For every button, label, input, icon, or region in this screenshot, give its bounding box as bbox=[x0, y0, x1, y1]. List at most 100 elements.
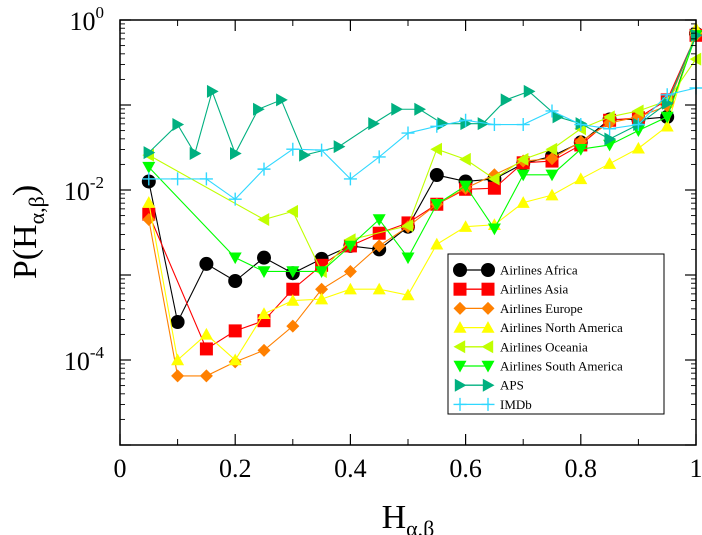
data-point bbox=[660, 119, 674, 132]
data-point bbox=[230, 146, 242, 160]
data-point bbox=[459, 220, 473, 232]
y-tick-label: 100 bbox=[70, 3, 105, 36]
y-tick-label: 10-4 bbox=[64, 343, 105, 376]
data-point bbox=[401, 219, 414, 233]
x-tick-label: 0.2 bbox=[219, 454, 252, 483]
series-aps bbox=[143, 28, 702, 162]
data-point bbox=[372, 150, 386, 164]
data-point bbox=[142, 161, 156, 174]
data-point bbox=[257, 307, 271, 319]
data-point bbox=[545, 188, 559, 201]
legend-item: Airlines Oceania bbox=[453, 339, 588, 354]
data-point bbox=[631, 104, 644, 118]
series-airlines-north-america bbox=[142, 22, 702, 366]
data-point bbox=[228, 353, 242, 366]
data-point bbox=[401, 252, 415, 265]
legend-marker bbox=[453, 397, 467, 411]
legend-marker bbox=[481, 263, 495, 277]
data-point bbox=[574, 118, 588, 132]
data-point bbox=[276, 93, 288, 107]
data-point bbox=[143, 146, 156, 160]
data-point bbox=[228, 192, 242, 206]
data-point bbox=[603, 122, 617, 136]
y-tick-label-exponent: -4 bbox=[90, 343, 105, 362]
y-tick-label-base: 10 bbox=[64, 177, 90, 206]
data-point bbox=[545, 142, 558, 156]
legend-item: IMDb bbox=[453, 397, 532, 412]
data-point bbox=[459, 113, 473, 127]
data-point bbox=[199, 172, 213, 186]
data-point bbox=[286, 142, 300, 156]
series-line bbox=[148, 35, 697, 377]
data-point bbox=[253, 102, 265, 116]
legend-marker bbox=[482, 378, 495, 392]
data-point bbox=[545, 169, 559, 182]
data-point bbox=[516, 152, 529, 166]
data-point bbox=[459, 152, 471, 166]
data-point bbox=[477, 117, 490, 131]
data-point bbox=[172, 118, 185, 132]
legend-marker bbox=[481, 360, 495, 373]
data-point bbox=[199, 369, 213, 383]
data-point bbox=[500, 93, 513, 107]
data-point bbox=[545, 104, 559, 118]
data-point bbox=[430, 237, 444, 250]
legend-label: APS bbox=[500, 378, 524, 393]
data-point bbox=[401, 126, 415, 140]
x-tick-label: 0 bbox=[114, 454, 127, 483]
data-point bbox=[516, 169, 530, 182]
data-point bbox=[171, 172, 185, 186]
y-axis-title: P(Hα,β) bbox=[7, 185, 49, 279]
legend-item: Airlines Africa bbox=[453, 263, 578, 278]
data-point bbox=[199, 327, 213, 340]
series-layer bbox=[141, 22, 702, 383]
data-point bbox=[660, 88, 674, 102]
data-point bbox=[487, 172, 500, 186]
series-line bbox=[148, 58, 697, 273]
data-point bbox=[631, 141, 645, 154]
legend-label: IMDb bbox=[500, 397, 532, 412]
legend-item: Airlines Europe bbox=[453, 301, 583, 316]
data-point bbox=[552, 110, 565, 124]
data-point bbox=[516, 118, 530, 132]
data-point bbox=[430, 119, 444, 133]
data-point bbox=[257, 250, 271, 265]
y-tick-label-base: 10 bbox=[64, 347, 90, 376]
data-point bbox=[459, 180, 473, 193]
data-point bbox=[171, 353, 185, 366]
legend-items: Airlines Africa Airlines Asia Airlines Eur… bbox=[453, 263, 623, 412]
data-point bbox=[401, 288, 415, 301]
data-point bbox=[343, 240, 357, 253]
y-tick-label-base: 10 bbox=[70, 7, 96, 36]
data-point bbox=[170, 314, 185, 329]
legend-marker bbox=[481, 397, 495, 411]
legend-marker bbox=[453, 321, 467, 333]
legend-label: Airlines Asia bbox=[500, 282, 568, 297]
x-tick-label: 0.8 bbox=[565, 454, 598, 483]
data-point bbox=[343, 264, 357, 278]
legend-marker bbox=[453, 360, 467, 373]
legend-label: Airlines Europe bbox=[500, 301, 583, 316]
x-tick-label: 0.6 bbox=[449, 454, 482, 483]
data-point bbox=[257, 266, 271, 278]
legend-marker bbox=[481, 321, 495, 333]
data-point bbox=[368, 117, 380, 131]
data-point bbox=[199, 342, 213, 356]
y-tick-label-exponent: -2 bbox=[90, 173, 104, 192]
x-axis-title-subscript: α,β bbox=[406, 516, 434, 535]
y-axis-title-main: P(H bbox=[7, 224, 44, 279]
data-point bbox=[171, 369, 185, 383]
legend-item: Airlines South America bbox=[453, 359, 623, 374]
data-point bbox=[391, 102, 403, 116]
legend-marker bbox=[481, 282, 495, 296]
data-point bbox=[545, 152, 559, 166]
legend-label: Airlines South America bbox=[500, 359, 623, 374]
legend-item: Airlines Asia bbox=[453, 282, 568, 297]
legend: Airlines Africa Airlines Asia Airlines Eur… bbox=[447, 253, 665, 415]
data-point bbox=[372, 282, 386, 295]
data-point bbox=[414, 102, 427, 116]
legend-label: Airlines Oceania bbox=[500, 339, 588, 354]
data-point bbox=[206, 84, 219, 98]
